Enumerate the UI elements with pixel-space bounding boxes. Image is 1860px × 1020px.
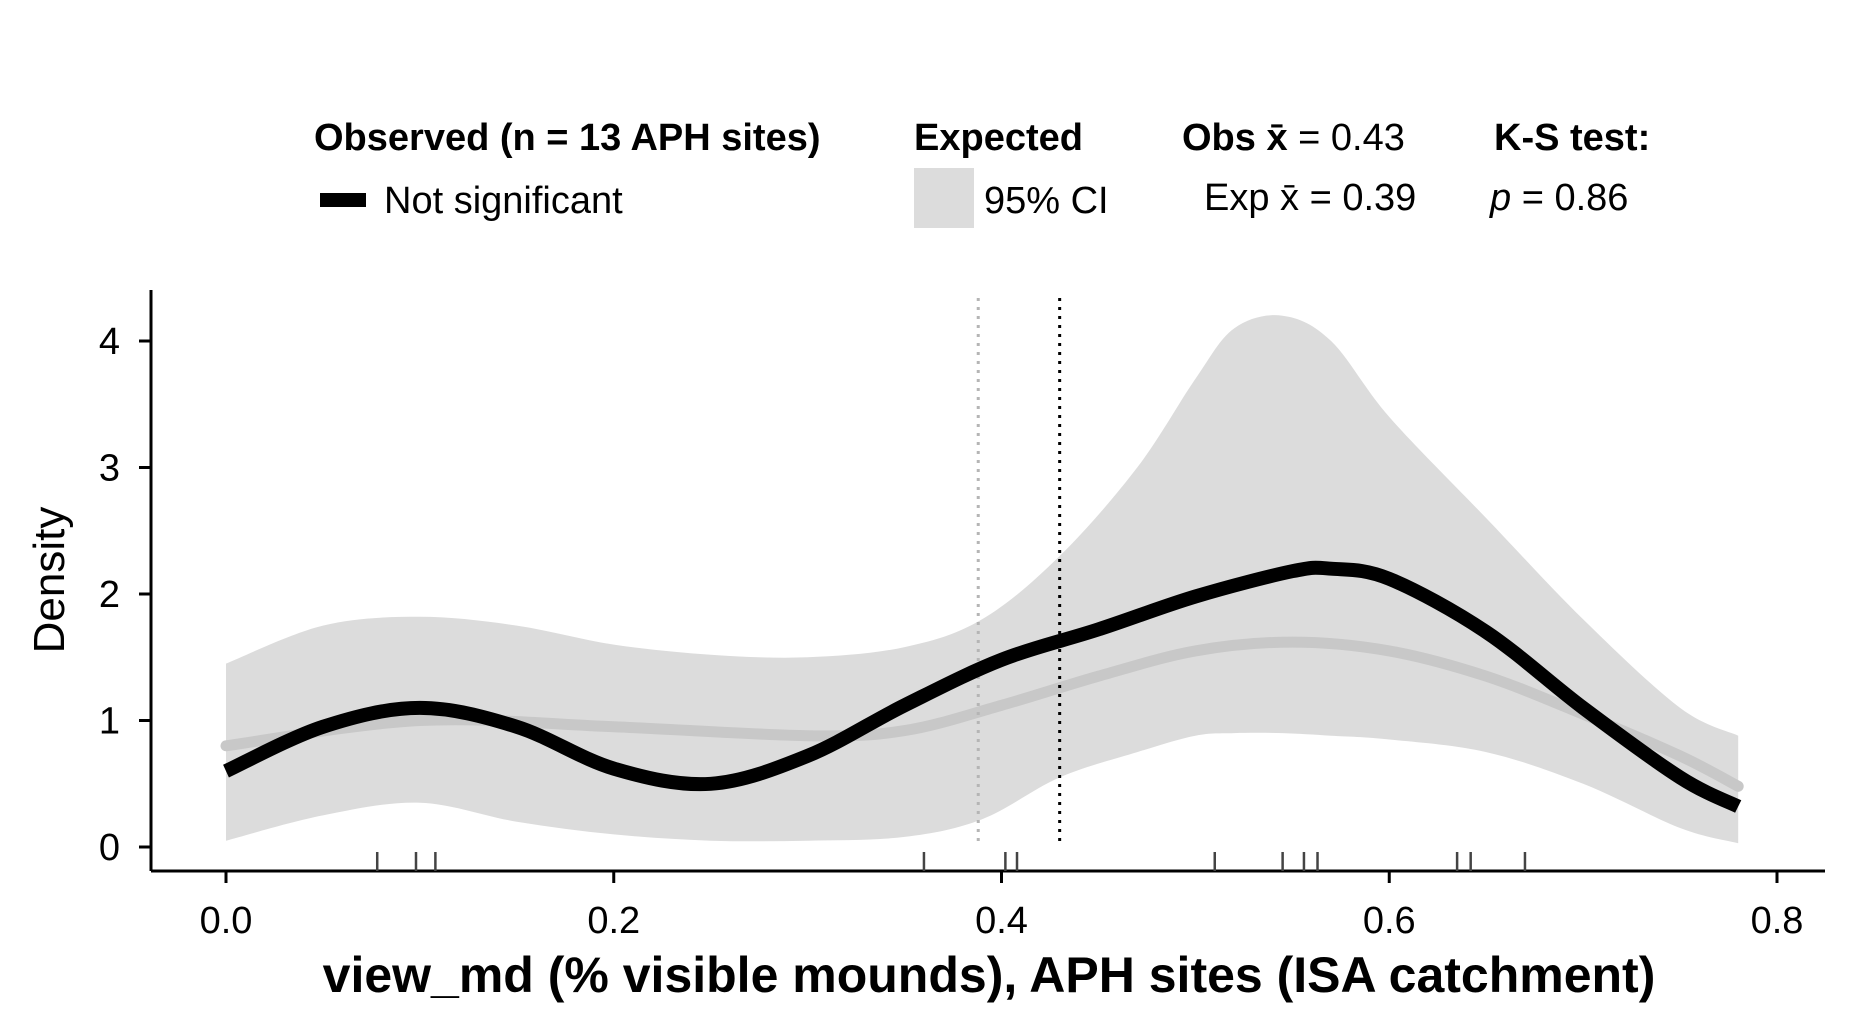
- legend-ks-title: K-S test:: [1494, 117, 1650, 159]
- y-tick-label: 1: [99, 701, 120, 743]
- y-axis-title: Density: [25, 507, 74, 654]
- x-tick-label: 0.0: [200, 900, 253, 942]
- legend-ks-p-symbol: p: [1489, 177, 1511, 219]
- x-tick-label: 0.2: [587, 900, 640, 942]
- legend-observed-title: Observed (n = 13 APH sites): [314, 117, 821, 159]
- expected-density-line: [220, 636, 1744, 792]
- legend: Observed (n = 13 APH sites) Not signific…: [314, 117, 1650, 228]
- legend-obs-mean: Obs x̄ = 0.43: [1182, 117, 1405, 159]
- y-tick-label: 4: [99, 321, 120, 363]
- legend-ci-entry: 95% CI: [984, 180, 1109, 222]
- plot-area: 0.0 0.2 0.4 0.6 0.8 0 1 2 3 4: [99, 290, 1825, 942]
- y-tick-label: 3: [99, 448, 120, 490]
- legend-ks-p: p = 0.86: [1489, 177, 1628, 219]
- legend-ks-p-value: = 0.86: [1511, 177, 1628, 219]
- ci-band-95: [226, 315, 1739, 844]
- y-tick-label: 0: [99, 827, 120, 869]
- x-tick-label: 0.6: [1363, 900, 1416, 942]
- x-tick-label: 0.4: [975, 900, 1028, 942]
- legend-ci-swatch: [914, 168, 974, 228]
- y-tick-label: 2: [99, 574, 120, 616]
- legend-expected-title: Expected: [914, 117, 1083, 159]
- observed-density-line: [223, 560, 1742, 813]
- legend-exp-mean: Exp x̄ = 0.39: [1204, 177, 1416, 219]
- legend-observed-entry: Not significant: [384, 180, 623, 222]
- x-axis-title: view_md (% visible mounds), APH sites (I…: [323, 947, 1656, 1003]
- x-tick-label: 0.8: [1751, 900, 1804, 942]
